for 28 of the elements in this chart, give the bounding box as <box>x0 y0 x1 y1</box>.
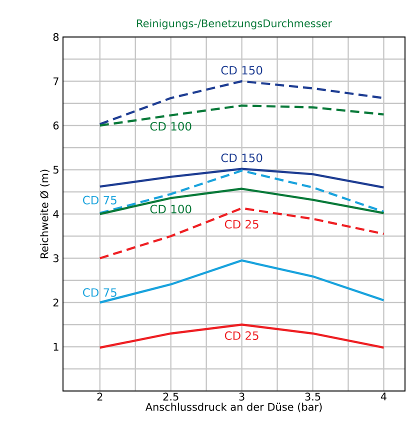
series-label: CD 150 <box>221 154 262 162</box>
chart-title: Reinigungs-/BenetzungsDurchmesser <box>137 19 332 30</box>
y-tick-label: 1 <box>54 342 58 351</box>
y-tick-label: 6 <box>53 122 59 130</box>
x-tick-label: 3 <box>239 392 244 401</box>
series-label: CD 75 <box>83 196 116 204</box>
x-tick-label: 3.5 <box>305 392 320 401</box>
series-label: CD 25 <box>224 331 258 340</box>
y-tick-label: 3 <box>53 254 58 262</box>
x-tick-label: 2 <box>97 392 102 400</box>
x-axis-title: Anschlussdruck an der Düse (bar) <box>145 402 322 412</box>
series-label: CD 150 <box>221 66 262 75</box>
y-axis-title: Reichweite Ø (m) <box>40 170 50 258</box>
line-series <box>98 188 385 216</box>
series-label: CD 100 <box>150 204 192 214</box>
line-series <box>98 168 385 189</box>
y-tick-label: 5 <box>53 166 58 174</box>
series-label: CD 25 <box>224 220 258 229</box>
x-tick-label: 4 <box>380 392 386 400</box>
line-series <box>98 259 385 304</box>
line-series <box>98 170 385 214</box>
y-tick-label: 4 <box>53 210 59 218</box>
y-tick-label: 8 <box>53 33 59 41</box>
x-tick-label: 2.5 <box>163 392 178 401</box>
series-label: CD 100 <box>150 122 192 131</box>
y-tick-label: 2 <box>53 298 58 306</box>
series-label: CD 75 <box>83 288 116 297</box>
y-tick-label: 7 <box>54 77 58 86</box>
